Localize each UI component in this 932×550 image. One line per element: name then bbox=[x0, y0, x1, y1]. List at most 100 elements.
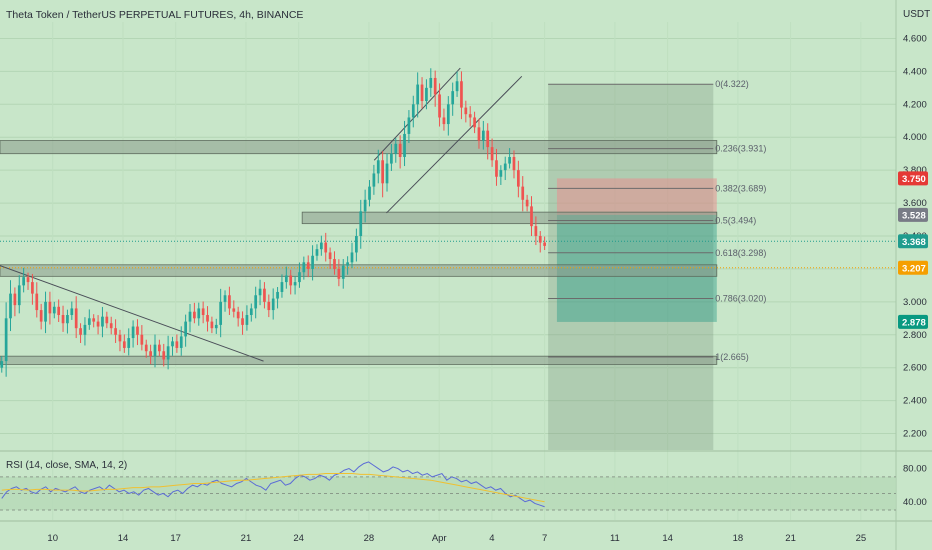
candle[interactable] bbox=[298, 262, 301, 288]
candle[interactable] bbox=[525, 194, 529, 212]
candle[interactable] bbox=[61, 305, 65, 332]
candle[interactable] bbox=[114, 319, 117, 343]
candle[interactable] bbox=[184, 314, 187, 347]
candle[interactable] bbox=[319, 235, 323, 256]
candle[interactable] bbox=[179, 326, 183, 356]
price-tag[interactable]: 3.368 bbox=[898, 234, 928, 249]
candle[interactable] bbox=[302, 256, 306, 280]
candle[interactable] bbox=[31, 273, 34, 305]
candle[interactable] bbox=[490, 138, 494, 167]
candle[interactable] bbox=[52, 301, 56, 319]
candle[interactable] bbox=[280, 274, 284, 298]
price-tag[interactable]: 3.750 bbox=[898, 171, 928, 186]
candle[interactable] bbox=[263, 282, 266, 309]
candle[interactable] bbox=[254, 286, 258, 319]
candle[interactable] bbox=[175, 334, 179, 353]
candle[interactable] bbox=[293, 276, 297, 295]
candle[interactable] bbox=[324, 232, 328, 262]
candle[interactable] bbox=[276, 287, 279, 309]
candle[interactable] bbox=[258, 279, 262, 306]
candle[interactable] bbox=[512, 150, 516, 179]
candle[interactable] bbox=[83, 317, 87, 346]
candle[interactable] bbox=[416, 72, 420, 118]
candle[interactable] bbox=[407, 110, 411, 143]
rsi-line[interactable] bbox=[1, 461, 545, 508]
candle[interactable] bbox=[381, 151, 384, 198]
candle[interactable] bbox=[543, 236, 546, 250]
candle[interactable] bbox=[390, 143, 393, 171]
candle[interactable] bbox=[17, 275, 21, 314]
candle[interactable] bbox=[538, 231, 542, 253]
price-tag[interactable]: 3.207 bbox=[898, 260, 928, 275]
candle[interactable] bbox=[446, 96, 450, 136]
candle[interactable] bbox=[442, 108, 446, 131]
candle[interactable] bbox=[197, 302, 201, 326]
candle[interactable] bbox=[429, 68, 433, 97]
candle[interactable] bbox=[136, 319, 139, 346]
candle[interactable] bbox=[359, 199, 363, 249]
candle[interactable] bbox=[337, 259, 341, 287]
candle[interactable] bbox=[534, 216, 538, 246]
candle[interactable] bbox=[122, 334, 126, 353]
candle[interactable] bbox=[341, 259, 345, 289]
candle[interactable] bbox=[144, 339, 148, 358]
candle[interactable] bbox=[403, 120, 406, 167]
candle[interactable] bbox=[70, 301, 74, 320]
candle[interactable] bbox=[468, 106, 472, 127]
candle[interactable] bbox=[193, 302, 196, 324]
candle[interactable] bbox=[39, 303, 43, 330]
candle[interactable] bbox=[530, 196, 533, 236]
candle[interactable] bbox=[35, 282, 39, 318]
candle[interactable] bbox=[394, 138, 398, 163]
candle[interactable] bbox=[368, 180, 371, 207]
candle[interactable] bbox=[521, 176, 525, 212]
sr-zone[interactable] bbox=[0, 264, 718, 277]
candle[interactable] bbox=[92, 314, 96, 328]
candle[interactable] bbox=[118, 329, 122, 352]
candle[interactable] bbox=[306, 255, 310, 278]
candle[interactable] bbox=[333, 251, 336, 275]
candle[interactable] bbox=[166, 335, 170, 370]
candle[interactable] bbox=[499, 165, 503, 185]
sr-zone[interactable] bbox=[0, 140, 718, 155]
candle[interactable] bbox=[79, 323, 82, 343]
candle[interactable] bbox=[473, 111, 476, 134]
candle[interactable] bbox=[57, 299, 61, 323]
candle[interactable] bbox=[87, 309, 91, 330]
candle[interactable] bbox=[26, 272, 30, 290]
candle[interactable] bbox=[13, 287, 17, 317]
candle[interactable] bbox=[477, 118, 481, 149]
candle[interactable] bbox=[44, 291, 47, 334]
candle[interactable] bbox=[158, 339, 161, 357]
candle[interactable] bbox=[4, 302, 8, 377]
candle[interactable] bbox=[236, 306, 240, 327]
time-axis[interactable]: 10 14 17 21 24 28 Apr 4 7 11 14 18 21 25 bbox=[47, 533, 866, 544]
candle[interactable] bbox=[74, 296, 78, 339]
candle[interactable] bbox=[171, 336, 174, 356]
sr-zone[interactable] bbox=[301, 211, 718, 225]
candle[interactable] bbox=[328, 247, 332, 269]
candle[interactable] bbox=[503, 156, 507, 181]
candle[interactable] bbox=[350, 242, 354, 269]
trendline[interactable] bbox=[386, 75, 523, 214]
candle[interactable] bbox=[267, 294, 271, 318]
candle[interactable] bbox=[481, 120, 485, 150]
candle[interactable] bbox=[48, 291, 52, 325]
candle[interactable] bbox=[271, 288, 275, 320]
candle[interactable] bbox=[517, 160, 520, 198]
candle[interactable] bbox=[101, 306, 104, 338]
candle[interactable] bbox=[508, 148, 511, 169]
trendline[interactable] bbox=[0, 265, 264, 362]
candle[interactable] bbox=[206, 306, 209, 332]
candle[interactable] bbox=[223, 290, 227, 312]
candle[interactable] bbox=[162, 343, 166, 367]
candle[interactable] bbox=[245, 305, 249, 331]
candle[interactable] bbox=[232, 300, 236, 318]
candle[interactable] bbox=[438, 83, 441, 127]
candle[interactable] bbox=[201, 301, 205, 324]
candle[interactable] bbox=[486, 123, 490, 160]
candle[interactable] bbox=[425, 79, 428, 110]
stop-loss-zone[interactable] bbox=[556, 178, 717, 215]
candle[interactable] bbox=[460, 71, 463, 120]
candle[interactable] bbox=[22, 267, 26, 293]
